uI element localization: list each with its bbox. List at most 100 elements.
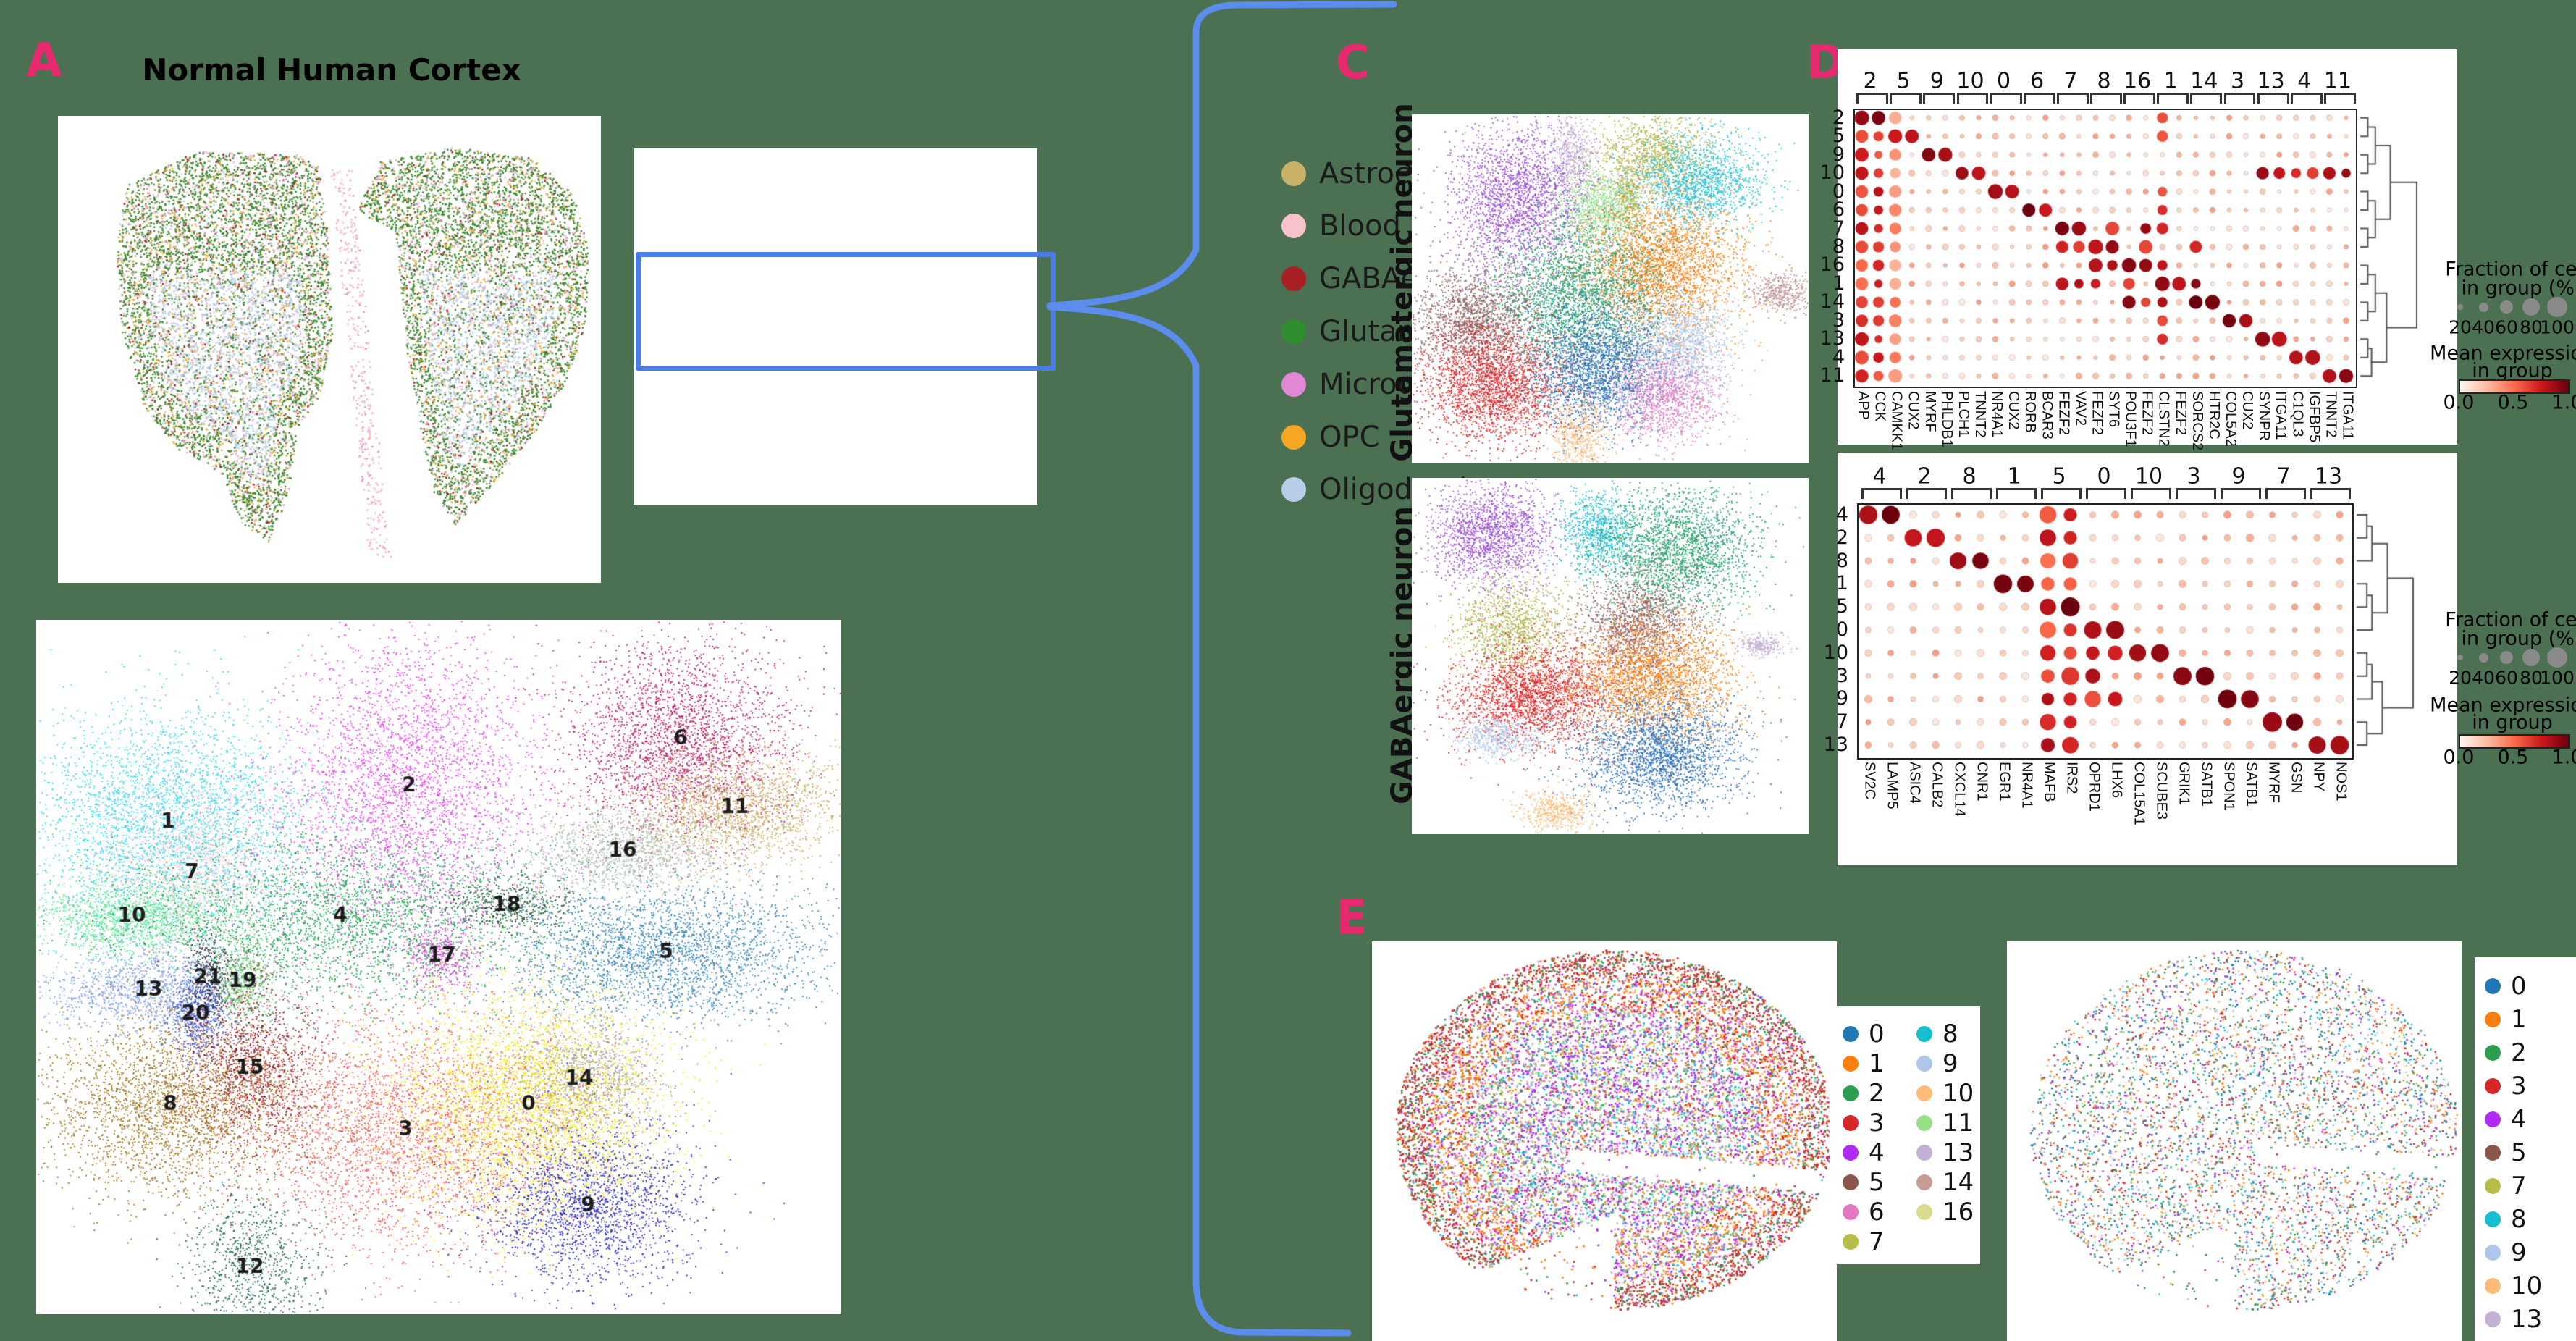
panel-label-e: E [1336, 891, 1368, 945]
gene-label: CUX2 [2005, 391, 2022, 430]
dotplot-row-label: 10 [1819, 161, 1845, 185]
spatial-legend-label: 3 [1869, 1109, 1885, 1138]
spatial-legend-swatch [1916, 1115, 1932, 1131]
spatial-legend-swatch [1843, 1234, 1859, 1250]
dotplot-row-label: 7 [1835, 710, 1848, 733]
gene-label: SPON1 [2221, 762, 2237, 811]
gene-label: CUX2 [1905, 391, 1922, 430]
gene-label: VAV2 [2072, 391, 2089, 426]
column-group-number: 0 [2097, 463, 2111, 489]
gene-label: FEZF2 [2139, 391, 2155, 436]
celltype-legend-swatch [1281, 477, 1306, 502]
column-group-bracket [2190, 93, 2223, 104]
spatial-legend-label: 10 [1942, 1079, 1974, 1108]
spatial-legend-item: 1 [2485, 1005, 2527, 1034]
fraction-tick-label: 80 [2520, 667, 2543, 689]
column-group-number: 6 [2030, 68, 2045, 94]
gene-label: LAMP5 [1884, 762, 1901, 810]
gene-label: NR4A1 [1989, 391, 2005, 438]
column-group-number: 9 [2231, 463, 2246, 489]
gene-label: FEZF2 [2089, 391, 2105, 436]
mean-tick-label-b: 0.0 [2443, 746, 2475, 769]
fraction-size-dot [2500, 651, 2513, 664]
spatial-legend-swatch [1916, 1085, 1932, 1101]
dotplot-row-label: 4 [1832, 345, 1845, 369]
column-group-bracket [1990, 93, 2022, 104]
fraction-tick-label: 20 [2449, 667, 2472, 689]
spatial-legend-swatch [1843, 1204, 1859, 1220]
gene-label: CLSTN2 [2155, 391, 2172, 447]
spatial-legend-label: 13 [1942, 1138, 1974, 1167]
panel-label-a: A [26, 34, 62, 88]
spatial-legend-label: 3 [2511, 1072, 2527, 1101]
column-group-bracket [1856, 93, 1888, 104]
spatial-legend-item: 8 [2485, 1205, 2527, 1234]
dotplot-row-label: 0 [1835, 618, 1848, 641]
panel-a-tissue-box [58, 116, 601, 583]
spatial-legend-label: 8 [1942, 1020, 1958, 1048]
column-group-number: 4 [1872, 463, 1887, 489]
column-group-number: 14 [2190, 68, 2218, 94]
spatial-legend-item: 11 [1916, 1109, 1974, 1138]
mean-legend-title-1b: Mean expression [2430, 694, 2576, 717]
spatial-legend-swatch [2485, 1111, 2501, 1127]
fraction-legend-title-1b: Fraction of cells [2445, 608, 2576, 631]
column-group-number: 2 [1917, 463, 1932, 489]
spatial-legend-item: 13 [1916, 1138, 1974, 1167]
fraction-size-dot [2457, 655, 2463, 660]
mean-tick-label: 0.5 [2497, 391, 2529, 414]
fraction-tick-label: 20 [2449, 316, 2472, 338]
spatial-legend-item: 13 [2485, 1305, 2542, 1334]
mean-legend-title-2: in group [2472, 359, 2553, 382]
fraction-size-dot [2478, 302, 2488, 312]
gene-label: POU3F1 [2122, 391, 2139, 447]
spatial-legend-swatch [1916, 1056, 1932, 1072]
column-group-number: 10 [1956, 68, 1984, 94]
mean-tick-label: 0.0 [2443, 391, 2475, 414]
gene-label: MYRF [2265, 762, 2282, 803]
dotplot-row-label: 7 [1832, 217, 1845, 240]
mean-tick-label-b: 1.0 [2551, 746, 2576, 769]
gene-label: SATB1 [2198, 762, 2215, 807]
column-group-bracket [2265, 488, 2307, 499]
spatial-legend-item: 9 [2485, 1238, 2527, 1267]
dotplot-gaba-canvas [1857, 503, 2422, 758]
gene-label: ITGA11 [2339, 391, 2356, 440]
gene-label: CNR1 [1974, 762, 1990, 802]
dotplot-row-label: 0 [1832, 180, 1845, 203]
gene-label: CAMKK1 [1888, 391, 1905, 451]
spatial-legend-item: 10 [2485, 1271, 2542, 1300]
gene-label: LHX6 [2108, 762, 2125, 799]
celltype-legend-swatch [1281, 161, 1306, 186]
column-group-bracket [2040, 488, 2082, 499]
spatial-legend-label: 1 [1869, 1049, 1885, 1078]
column-group-bracket [2223, 93, 2256, 104]
column-group-bracket [2175, 488, 2217, 499]
column-group-number: 9 [1929, 68, 1944, 94]
spatial-legend-item: 14 [1916, 1168, 1974, 1197]
dotplot-row-label: 3 [1832, 308, 1845, 332]
column-group-bracket [1890, 93, 1922, 104]
spatial-legend-swatch [2485, 1311, 2501, 1327]
gene-label: IGFBP5 [2306, 391, 2323, 443]
column-group-bracket [2257, 93, 2289, 104]
spatial-legend-label: 6 [1869, 1198, 1885, 1227]
celltype-legend-swatch [1281, 372, 1306, 397]
spatial-legend-swatch [2485, 1045, 2501, 1061]
spatial-legend-item: 7 [1843, 1227, 1885, 1256]
spatial-legend-label: 8 [2511, 1205, 2527, 1234]
fraction-tick-label: 40 [2472, 316, 2495, 338]
spatial-legend-label: 13 [2511, 1305, 2543, 1334]
column-group-bracket [1950, 488, 1992, 499]
spatial-legend-swatch [2485, 1012, 2501, 1027]
gene-label: NR4A1 [2019, 762, 2035, 809]
spatial-legend-label: 2 [2511, 1038, 2527, 1067]
gene-label: ITGA11 [2273, 391, 2289, 440]
spatial-legend-item: 9 [1916, 1049, 1958, 1078]
gene-label: C1QL3 [2289, 391, 2306, 437]
celltype-legend-label: OPC [1319, 421, 1380, 454]
spatial-legend-swatch [1843, 1145, 1859, 1161]
spatial-legend-swatch [1916, 1174, 1932, 1190]
panel-e-left-spatial-canvas [1372, 941, 1837, 1341]
column-group-bracket [2324, 93, 2356, 104]
